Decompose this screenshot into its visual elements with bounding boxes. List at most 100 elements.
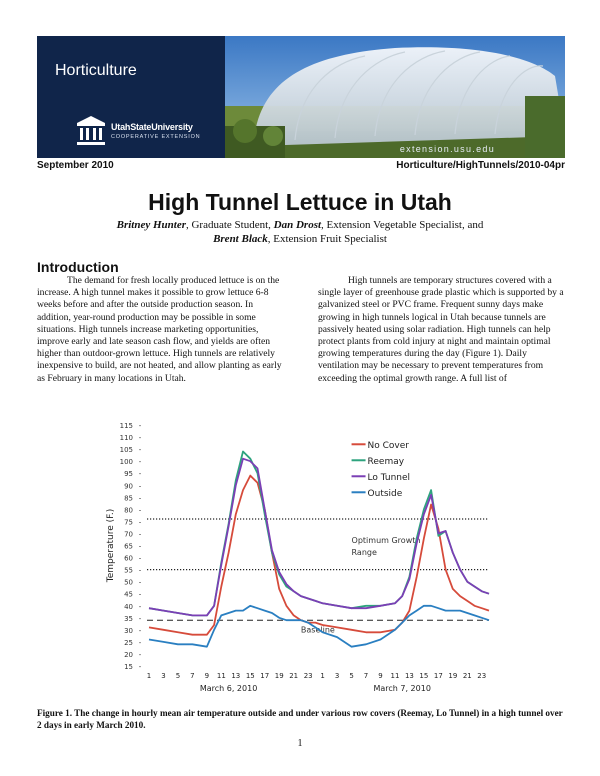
- y-tick-mark: -: [139, 603, 142, 611]
- x-tick-label: 3: [335, 672, 339, 680]
- y-tick-label: 20: [124, 651, 133, 659]
- legend-label: Reemay: [368, 457, 405, 467]
- intro-paragraph-continued: High tunnels are temporary structures co…: [318, 275, 564, 384]
- x-tick-label: 19: [275, 672, 284, 680]
- x-tick-label: 15: [246, 672, 255, 680]
- x-tick-label: 11: [390, 672, 399, 680]
- y-tick-label: 60: [124, 555, 133, 563]
- logo-name: UtahStateUniversity: [111, 122, 193, 132]
- extension-url[interactable]: extension.usu.edu: [399, 144, 495, 154]
- x-tick-label: 17: [260, 672, 269, 680]
- author-role: , Graduate Student,: [185, 219, 274, 231]
- y-tick-mark: -: [139, 494, 142, 502]
- y-tick-mark: -: [139, 579, 142, 587]
- usu-shield-icon: [77, 116, 105, 145]
- x-tick-label: 7: [364, 672, 368, 680]
- x-tick-label: 9: [378, 672, 382, 680]
- header-banner: Horticulture UtahStateUniversity COOPERA…: [37, 36, 565, 158]
- y-tick-mark: -: [139, 482, 142, 490]
- y-tick-label: 40: [124, 603, 133, 611]
- x-tick-label: 17: [434, 672, 443, 680]
- y-tick-mark: -: [139, 591, 142, 599]
- x-tick-label: 15: [419, 672, 428, 680]
- x-tick-label: 7: [190, 672, 194, 680]
- y-tick-mark: -: [139, 470, 142, 478]
- x-day-label: March 6, 2010: [200, 684, 257, 693]
- y-tick-mark: -: [139, 506, 142, 514]
- high-tunnel-photo: [225, 36, 565, 158]
- y-tick-label: 110: [120, 434, 133, 442]
- x-tick-label: 9: [205, 672, 209, 680]
- intro-paragraph: The demand for fresh locally produced le…: [37, 275, 282, 384]
- y-tick-mark: -: [139, 530, 142, 538]
- chart-annotation: Range: [352, 548, 377, 557]
- author-name: Britney Hunter: [116, 219, 186, 231]
- series-line-outside: [148, 604, 490, 648]
- legend-label: Lo Tunnel: [368, 473, 411, 483]
- y-tick-label: 50: [124, 579, 133, 587]
- series-line-no-cover: [148, 474, 490, 636]
- y-tick-mark: -: [139, 543, 142, 551]
- y-tick-mark: -: [139, 627, 142, 635]
- y-tick-label: 80: [124, 506, 133, 514]
- x-tick-label: 1: [320, 672, 324, 680]
- y-tick-mark: -: [139, 639, 142, 647]
- x-day-label: March 7, 2010: [373, 684, 430, 693]
- logo-subtitle: COOPERATIVE EXTENSION: [111, 134, 201, 140]
- y-tick-mark: -: [139, 615, 142, 623]
- legend-label: Outside: [368, 489, 403, 499]
- publication-date: September 2010: [37, 160, 114, 171]
- y-tick-label: 65: [124, 543, 133, 551]
- y-tick-label: 85: [124, 494, 133, 502]
- y-tick-label: 90: [124, 482, 133, 490]
- y-tick-label: 95: [124, 470, 133, 478]
- right-column: High tunnels are temporary structures co…: [318, 275, 570, 385]
- y-tick-mark: -: [139, 434, 142, 442]
- author-line: Britney Hunter, Graduate Student, Dan Dr…: [60, 218, 540, 246]
- y-tick-label: 15: [124, 663, 133, 671]
- author-role: , Extension Fruit Specialist: [267, 233, 387, 245]
- y-tick-mark: -: [139, 555, 142, 563]
- author-name: Dan Drost: [273, 219, 322, 231]
- x-tick-label: 13: [405, 672, 414, 680]
- page-number: 1: [297, 738, 303, 749]
- y-tick-mark: -: [139, 651, 142, 659]
- y-tick-label: 100: [120, 458, 133, 466]
- y-tick-mark: -: [139, 663, 142, 671]
- author-name: Brent Black: [213, 233, 268, 245]
- x-tick-label: 23: [477, 672, 486, 680]
- y-tick-label: 30: [124, 627, 133, 635]
- document-title: High Tunnel Lettuce in Utah: [148, 189, 452, 215]
- y-tick-mark: -: [139, 518, 142, 526]
- figure-caption: Figure 1. The change in hourly mean air …: [37, 708, 563, 730]
- left-column: The demand for fresh locally produced le…: [37, 275, 289, 385]
- y-axis-label: Temperature (F.): [106, 509, 116, 584]
- x-tick-label: 21: [289, 672, 298, 680]
- y-tick-label: 75: [124, 518, 133, 526]
- x-tick-label: 3: [161, 672, 165, 680]
- y-tick-mark: -: [139, 567, 142, 575]
- section-title: Horticulture: [55, 62, 137, 79]
- x-tick-label: 21: [463, 672, 472, 680]
- y-tick-label: 35: [124, 615, 133, 623]
- legend-label: No Cover: [368, 441, 410, 451]
- temperature-chart-svg: 15 -20 -25 -30 -35 -40 -45 -50 -55 -60 -65 -70 -75 -8…: [106, 422, 490, 693]
- y-tick-label: 115: [120, 422, 133, 430]
- y-tick-label: 105: [120, 446, 133, 454]
- y-tick-label: 25: [124, 639, 133, 647]
- y-tick-label: 45: [124, 591, 133, 599]
- section-heading: Introduction: [37, 259, 119, 275]
- x-tick-label: 19: [448, 672, 457, 680]
- temperature-chart: 15-20-25-30-35-40-45-50-55-60-65-70-75-8…: [103, 411, 499, 701]
- y-tick-mark: -: [139, 458, 142, 466]
- usu-logo: UtahStateUniversity COOPERATIVE EXTENSIO…: [75, 114, 225, 150]
- publication-code: Horticulture/HighTunnels/2010-04pr: [396, 160, 565, 171]
- series-line-lo-tunnel: [148, 457, 490, 617]
- x-tick-label: 5: [349, 672, 353, 680]
- x-tick-label: 23: [304, 672, 313, 680]
- x-tick-label: 13: [231, 672, 240, 680]
- x-tick-label: 11: [217, 672, 226, 680]
- x-tick-label: 1: [147, 672, 151, 680]
- y-tick-label: 55: [124, 567, 133, 575]
- author-role: , Extension Vegetable Specialist, and: [321, 219, 484, 231]
